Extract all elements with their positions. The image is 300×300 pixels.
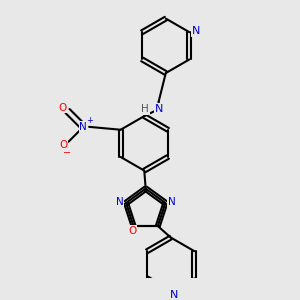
Text: +: + [86, 116, 93, 125]
Text: H: H [141, 104, 149, 114]
Text: N: N [168, 197, 176, 207]
Text: N: N [169, 290, 178, 300]
Text: N: N [80, 122, 87, 132]
Text: N: N [116, 197, 124, 207]
Text: N: N [155, 104, 164, 114]
Text: O: O [59, 140, 68, 150]
Text: O: O [128, 226, 136, 236]
Text: N: N [191, 26, 200, 36]
Text: O: O [58, 103, 67, 112]
Text: −: − [63, 148, 71, 158]
